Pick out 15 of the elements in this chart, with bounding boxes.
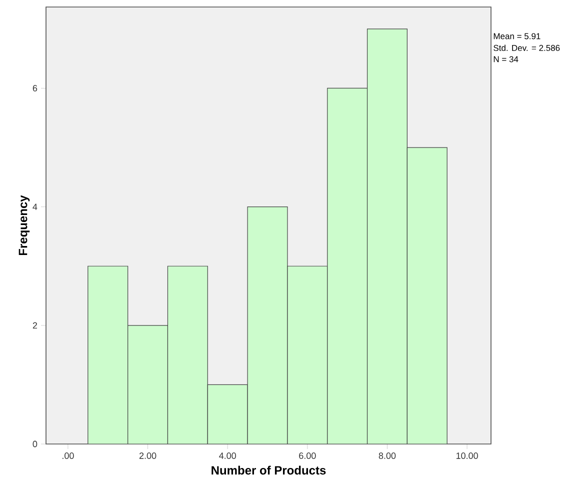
x-tick-label: 4.00 <box>219 452 236 459</box>
y-tick-label: 0 <box>32 440 38 448</box>
y-tick-label: 2 <box>32 322 38 329</box>
text: Std. Dev. = 2.586 <box>494 44 560 51</box>
x-axis-title: Number of Products <box>212 466 326 475</box>
y-tick-label: 4 <box>32 204 38 210</box>
y-axis-title: Frequency <box>18 195 30 256</box>
y-tick-label: 6 <box>32 85 38 92</box>
x-tick-label: 10.00 <box>456 452 478 459</box>
x-tick-label: 6.00 <box>299 452 316 459</box>
text: N = 34 <box>494 56 518 62</box>
x-tick-label: 2.00 <box>139 452 156 459</box>
x-tick-label: 8.00 <box>378 452 396 459</box>
x-tick-label: .00 <box>62 452 74 459</box>
text: Mean = 5.91 <box>494 33 540 40</box>
